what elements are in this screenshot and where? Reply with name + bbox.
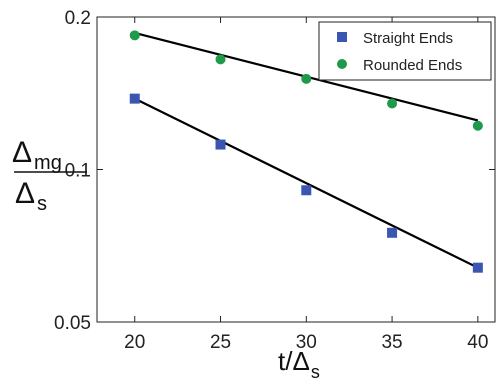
data-points	[129, 30, 483, 273]
x-tick-label: 40	[467, 332, 488, 353]
x-tick-label: 25	[210, 332, 231, 353]
x-axis-label: t/Δs	[278, 346, 320, 382]
point-straight-ends	[301, 185, 312, 196]
axis-ticks: 20 25 30 35 40 0.05 0.1 0.2	[54, 8, 495, 353]
point-rounded-ends	[472, 120, 483, 131]
x-tick-label: 20	[124, 332, 145, 353]
point-rounded-ends	[215, 54, 226, 65]
x-tick-label: 35	[381, 332, 402, 353]
legend-box	[318, 21, 492, 81]
legend: Straight Ends Rounded Ends	[318, 21, 492, 81]
legend-label-rounded-ends: Rounded Ends	[363, 57, 462, 74]
y-tick-label: 0.05	[54, 313, 91, 334]
legend-marker-rounded-ends	[337, 59, 347, 69]
x-label-text: t/Δs	[278, 346, 320, 382]
point-straight-ends	[472, 262, 483, 273]
point-straight-ends	[215, 139, 226, 150]
x-tick-label: 30	[296, 332, 317, 353]
point-straight-ends	[129, 93, 140, 104]
point-rounded-ends	[301, 73, 312, 84]
legend-label-straight-ends: Straight Ends	[363, 30, 453, 47]
y-tick-label: 0.2	[65, 8, 91, 29]
point-rounded-ends	[129, 30, 140, 41]
fit-line-straight-ends	[134, 97, 479, 269]
legend-marker-straight-ends	[337, 32, 347, 42]
point-straight-ends	[387, 227, 398, 238]
point-rounded-ends	[387, 98, 398, 109]
y-tick-label: 0.1	[65, 161, 91, 182]
